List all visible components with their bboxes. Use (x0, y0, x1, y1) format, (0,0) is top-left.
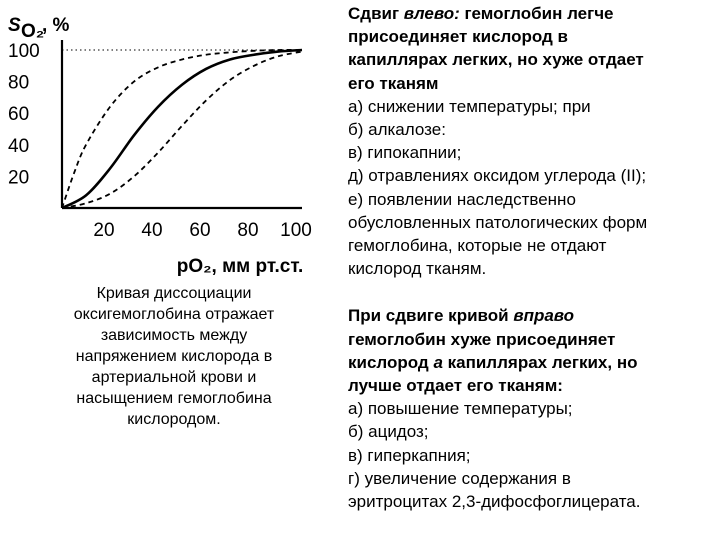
left-shift-heading: Сдвиг влево: гемоглобин легче (348, 4, 614, 23)
shift-description: Сдвиг влево: гемоглобин легче присоединя… (348, 2, 716, 513)
left-shift-item: а) снижении температуры; при (348, 96, 591, 116)
y-axis-title-sub: O₂ (21, 21, 44, 42)
x-tick-label: 80 (237, 220, 258, 241)
x-tick-label: 40 (141, 220, 162, 241)
x-tick-label: 20 (93, 220, 114, 241)
left-shift-heading-cont: присоединяет кислород в капиллярах легких… (348, 25, 716, 95)
left-shift-list: а) снижении температуры; при б) алкалозе:… (348, 95, 716, 281)
x-axis-title: pO₂, мм рт.ст. (177, 256, 304, 277)
left-shift-heading-line: его тканям (348, 73, 439, 93)
caption-line: оксигемоглобина отражает (73, 306, 275, 323)
caption-line: Кривая диссоциации (96, 285, 252, 302)
left-shift-item: е) появлении наследственно (348, 189, 576, 209)
left-shift-item: в) гипокапнии; (348, 143, 462, 163)
right-shift-heading-line4: лучше отдает его тканям: (348, 376, 563, 396)
left-shift-item: обусловленных патологических форм (348, 212, 648, 232)
y-tick-label: 60 (8, 104, 29, 125)
right-shift-item: эритроцитах 2,3-дифосфоглицерата. (348, 492, 641, 512)
y-tick-label: 80 (8, 73, 29, 94)
left-shift-item: б) алкалозе: (348, 120, 446, 140)
left-shift-heading-line: капиллярах легких, но хуже отдает (348, 50, 644, 70)
y-axis-title: S O₂ , % (8, 15, 70, 42)
chart-caption: Кривая диссоциации оксигемоглобина отража… (14, 283, 334, 430)
caption-line: артериальной крови и (91, 369, 257, 386)
caption-line: напряжением кислорода в (75, 348, 273, 365)
left-shift-heading-line: присоединяет кислород в (348, 27, 568, 47)
left-shift-item: кислород тканям. (348, 259, 487, 279)
right-shift-heading-cont: гемоглобин хуже присоединяет (348, 328, 716, 351)
y-tick-label: 100 (8, 41, 40, 62)
right-shift-heading-line3: кислород а капиллярах легких, но (348, 352, 638, 372)
caption-line: кислородом. (127, 411, 221, 428)
right-shift-item: б) ацидоз; (348, 422, 429, 442)
series-line-2 (61, 48, 303, 210)
caption-line: зависимость между (100, 327, 248, 344)
caption-line: насыщением гемоглобина (76, 390, 272, 407)
right-shift-item: г) увеличение содержания в (348, 468, 571, 488)
left-shift-item: д) отравлениях оксидом углерода (II); (348, 166, 647, 186)
y-axis-title-main: S (8, 15, 21, 36)
y-tick-label: 40 (8, 136, 29, 157)
right-shift-heading: При сдвиге кривой вправо (348, 306, 575, 326)
right-shift-heading-line: гемоглобин хуже присоединяет (348, 329, 616, 349)
x-tick-label: 100 (280, 220, 312, 241)
right-shift-item: а) повышение температуры; (348, 399, 573, 419)
right-shift-list: а) повышение температуры; б) ацидоз; в) ги… (348, 397, 716, 513)
y-tick-label: 20 (8, 167, 29, 188)
oxyhemoglobin-chart: S O₂ , % 20 40 60 80 100 20 40 60 80 100 pO₂, мм … (8, 15, 312, 277)
x-tick-label: 60 (189, 220, 210, 241)
left-shift-item: гемоглобина, которые не отдают (348, 236, 607, 256)
y-axis-title-suffix: , % (42, 15, 70, 36)
series-line-1 (61, 49, 303, 209)
right-shift-item: в) гиперкапния; (348, 445, 471, 465)
